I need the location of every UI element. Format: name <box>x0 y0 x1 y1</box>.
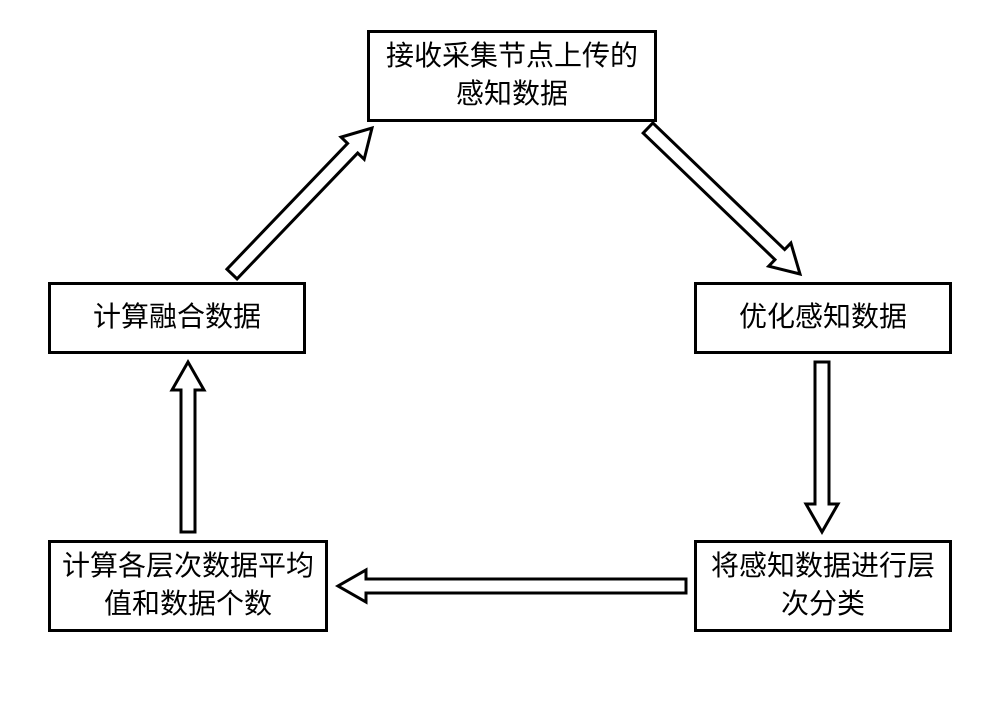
node-hierarchical-classify: 将感知数据进行层次分类 <box>694 540 952 632</box>
flowchart-stage: 接收采集节点上传的感知数据 优化感知数据 将感知数据进行层次分类 计算各层次数据… <box>0 0 1000 716</box>
edge-arrow <box>806 362 838 532</box>
node-label: 计算融合数据 <box>93 299 261 337</box>
edge-arrow <box>220 117 383 285</box>
node-label: 计算各层次数据平均值和数据个数 <box>61 548 315 624</box>
node-optimize-sensing-data: 优化感知数据 <box>694 282 952 354</box>
node-label: 优化感知数据 <box>739 299 907 337</box>
node-compute-level-mean-count: 计算各层次数据平均值和数据个数 <box>48 540 328 632</box>
node-label: 将感知数据进行层次分类 <box>707 548 939 624</box>
node-compute-fused-data: 计算融合数据 <box>48 282 306 354</box>
edge-arrow <box>172 362 204 532</box>
edge-arrow <box>637 116 811 285</box>
edge-arrow <box>338 570 686 602</box>
node-receive-uploaded-sensing-data: 接收采集节点上传的感知数据 <box>367 30 657 122</box>
node-label: 接收采集节点上传的感知数据 <box>380 38 644 114</box>
